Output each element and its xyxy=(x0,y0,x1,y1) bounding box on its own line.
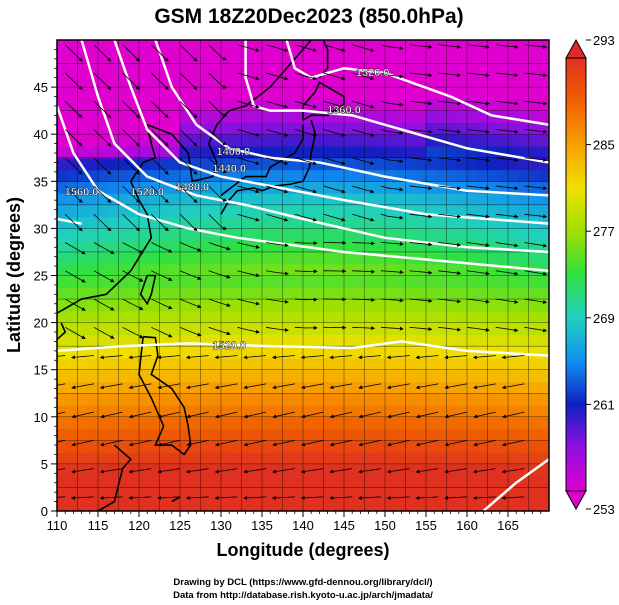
colorbar-tick-label: 293 xyxy=(593,33,615,48)
contour-label: 1320.0 xyxy=(356,67,390,79)
x-axis-label: Longitude (degrees) xyxy=(216,540,389,560)
y-tick-label: 0 xyxy=(41,504,48,519)
credit-data: Data from http://database.rish.kyoto-u.a… xyxy=(173,590,433,601)
x-tick-label: 165 xyxy=(497,518,519,533)
x-tick-label: 150 xyxy=(374,518,396,533)
contour-label: 1520.0 xyxy=(130,186,164,198)
contour-label: 1400.0 xyxy=(216,146,250,158)
figure-title: GSM 18Z20Dec2023 (850.0hPa) xyxy=(154,5,463,28)
colorbar-bottom-cap xyxy=(565,490,587,511)
y-tick-label: 10 xyxy=(34,410,48,425)
colorbar-tick-label: 277 xyxy=(593,224,615,239)
x-tick-label: 110 xyxy=(47,518,68,533)
colorbar: 253 261 269 277 285 293 xyxy=(565,33,615,517)
y-axis-ticks: 0 5 10 15 20 25 30 35 40 45 xyxy=(34,49,57,519)
y-tick-label: 30 xyxy=(34,221,48,236)
y-tick-label: 25 xyxy=(34,269,48,284)
x-tick-label: 125 xyxy=(169,518,191,533)
x-tick-label: 115 xyxy=(88,518,109,533)
colorbar-top-cap xyxy=(565,38,587,59)
colorbar-tick-label: 261 xyxy=(593,397,615,412)
x-tick-label: 160 xyxy=(456,518,478,533)
y-tick-label: 20 xyxy=(34,316,48,331)
contour-label: 1520.0 xyxy=(212,340,246,352)
x-tick-label: 145 xyxy=(333,518,355,533)
y-tick-label: 5 xyxy=(41,457,48,472)
contour-label: 1480.0 xyxy=(175,182,209,194)
colorbar-body xyxy=(565,57,587,492)
y-tick-label: 35 xyxy=(34,174,48,189)
y-tick-label: 40 xyxy=(34,127,48,142)
contour-label: 1560.0 xyxy=(65,186,99,198)
x-tick-label: 130 xyxy=(210,518,232,533)
credit-drawing: Drawing by DCL (https://www.gfd-dennou.o… xyxy=(173,577,432,588)
x-tick-label: 135 xyxy=(251,518,273,533)
colorbar-tick-label: 269 xyxy=(593,311,615,326)
contour-label: 1440.0 xyxy=(212,163,246,175)
x-axis-ticks: 110 115 120 125 130 135 140 145 150 155 160 165 xyxy=(47,511,542,533)
x-tick-label: 140 xyxy=(292,518,314,533)
y-tick-label: 45 xyxy=(34,80,48,95)
x-tick-label: 155 xyxy=(415,518,437,533)
y-tick-label: 15 xyxy=(34,363,48,378)
colorbar-tick-label: 253 xyxy=(593,502,615,517)
lat-lon-grid xyxy=(57,40,549,511)
contour-label: 1360.0 xyxy=(327,104,361,116)
wind-streamlines xyxy=(57,44,548,500)
x-tick-label: 120 xyxy=(128,518,150,533)
colorbar-ticks: 253 261 269 277 285 293 xyxy=(586,33,615,517)
colorbar-tick-label: 285 xyxy=(593,138,615,153)
y-axis-label: Latitude (degrees) xyxy=(4,197,24,353)
